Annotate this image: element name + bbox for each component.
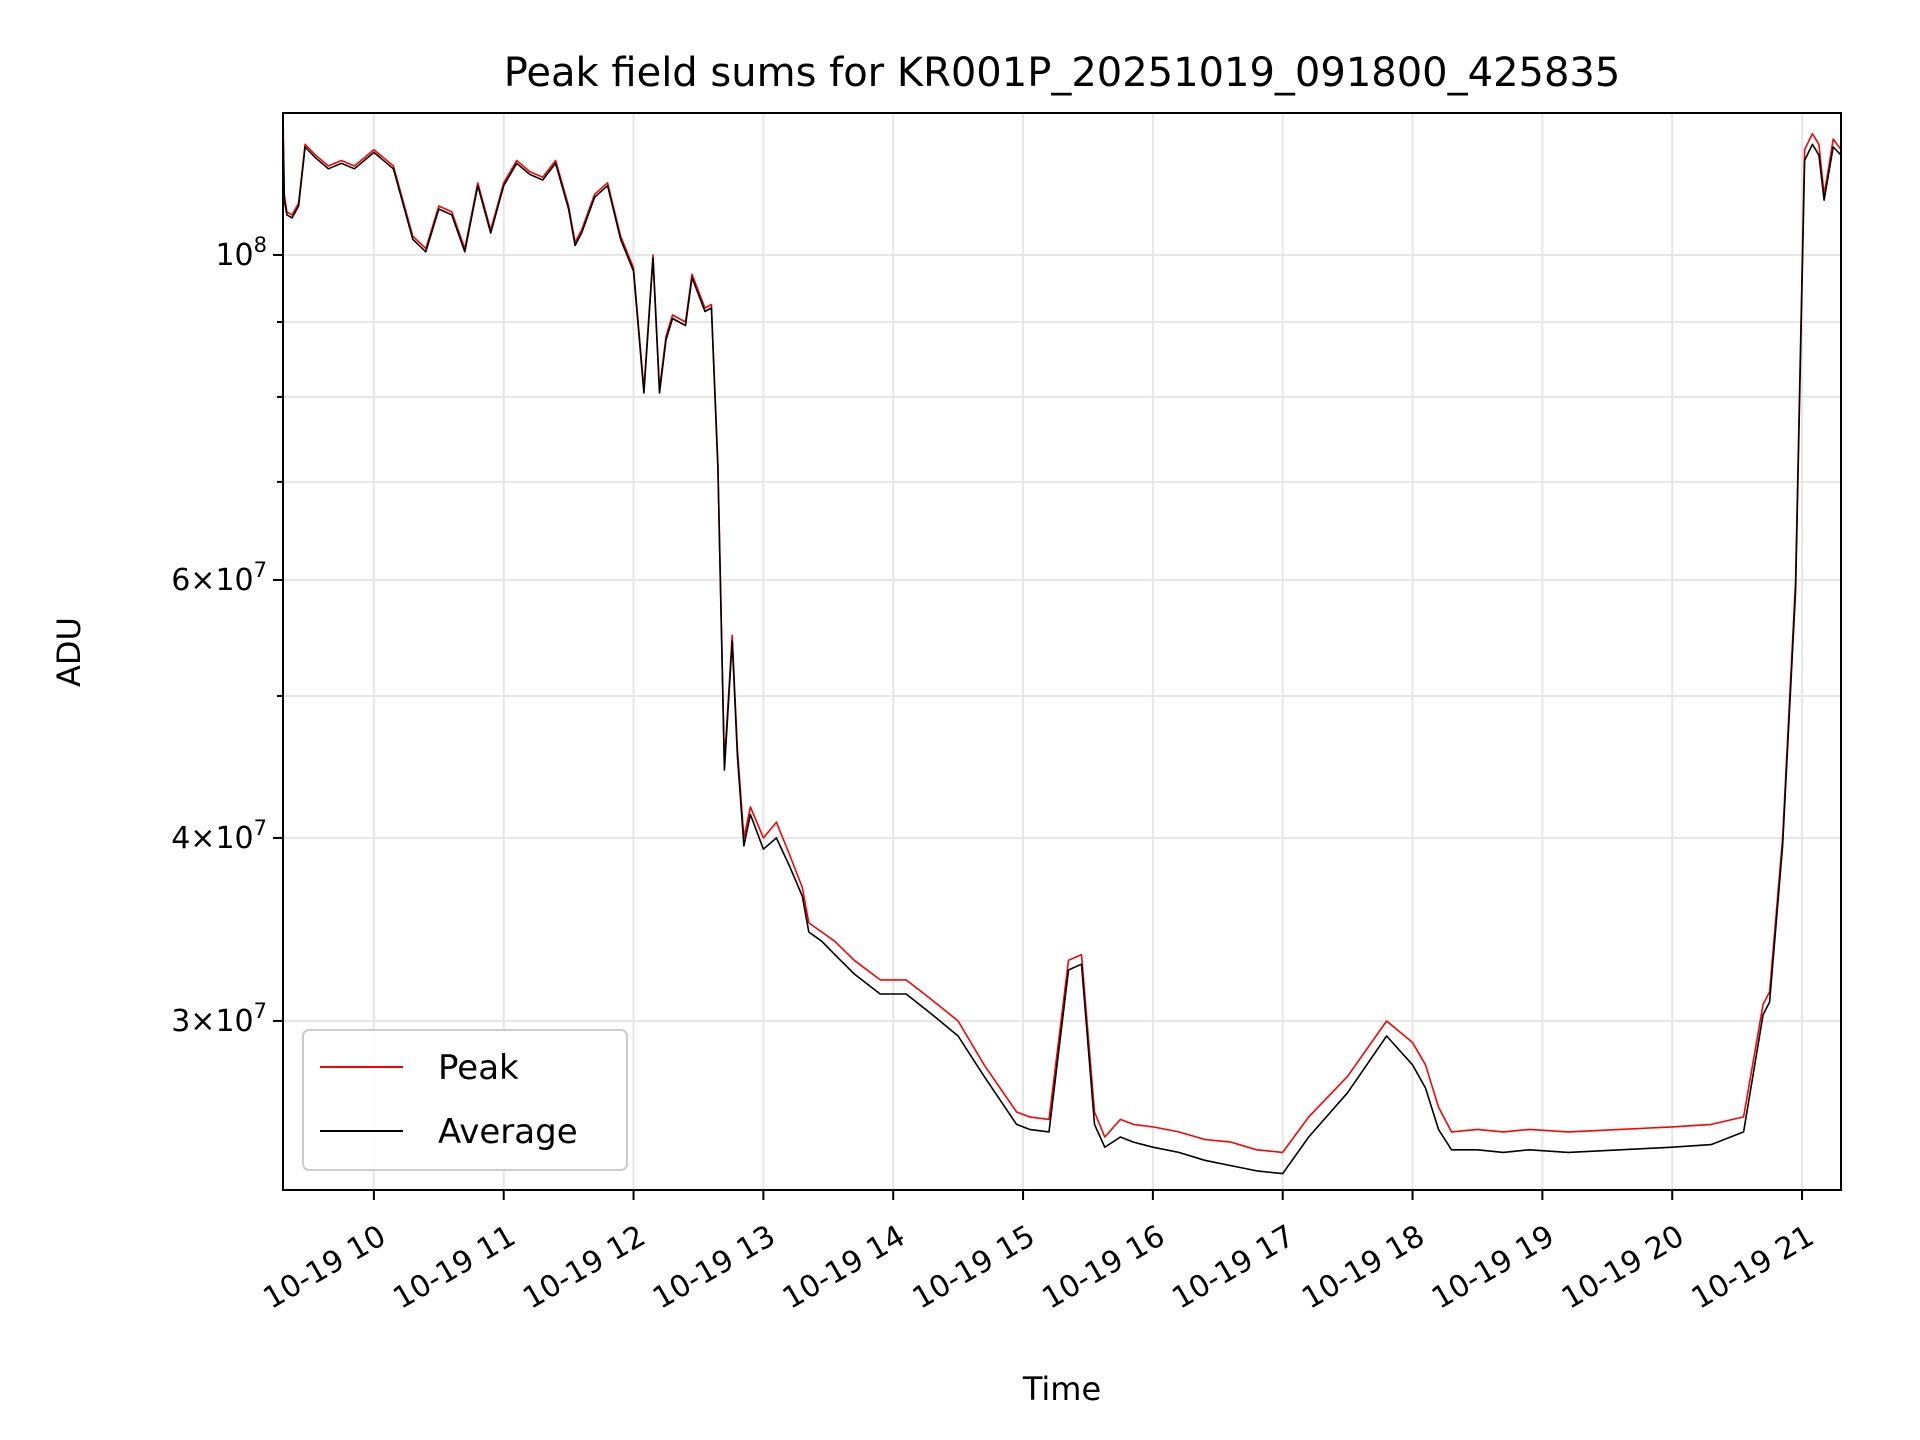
series-line-average	[282, 128, 1842, 1175]
y-axis-label: ADU	[50, 617, 88, 687]
y-tick-label: 6×107	[171, 558, 267, 598]
axes-frame	[282, 112, 1842, 1191]
y-axis: 108 6×107 4×107 3×107	[171, 233, 283, 1039]
x-axis-label: Time	[1022, 1370, 1101, 1408]
legend: Peak Average	[302, 1029, 628, 1171]
chart-title: Peak field sums for KR001P_20251019_0918…	[504, 50, 1621, 96]
legend-label-average: Average	[438, 1112, 578, 1152]
plot-area	[282, 112, 1842, 1175]
legend-box	[302, 1029, 628, 1171]
grid	[283, 113, 1841, 1190]
y-tick-label: 4×107	[171, 816, 267, 856]
y-tick-label: 108	[215, 233, 267, 273]
y-tick-label: 3×107	[171, 999, 267, 1039]
legend-label-peak: Peak	[438, 1048, 519, 1088]
